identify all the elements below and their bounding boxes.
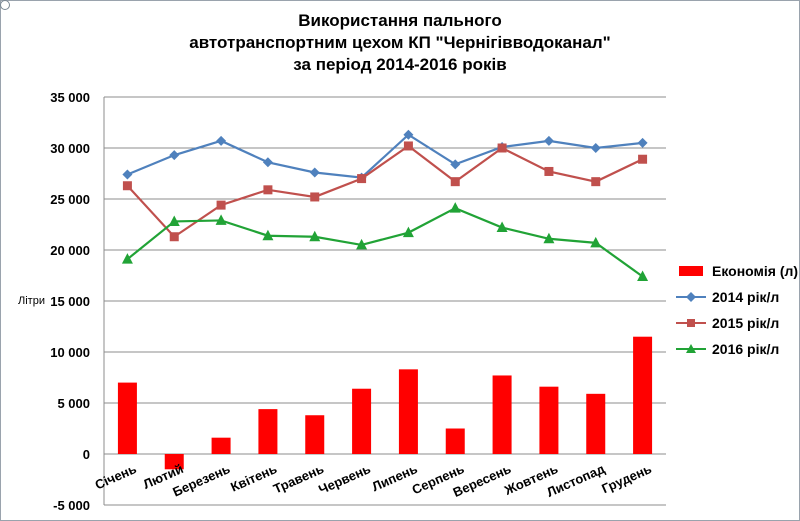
y-tick-label: 5 000 (57, 396, 90, 411)
bar (633, 336, 653, 454)
legend-item-2014: 2014 рік/л (676, 284, 798, 310)
data-point (121, 253, 133, 264)
data-point (122, 181, 132, 191)
data-point (450, 159, 461, 170)
bar (164, 454, 184, 470)
legend-swatch-square-icon (676, 316, 706, 330)
chart-title-line-1: Використання пального (298, 11, 502, 30)
bar (352, 388, 372, 454)
legend-item-2016: 2016 рік/л (676, 336, 798, 362)
data-point (403, 129, 414, 140)
legend-item-savings: Економія (л) (676, 258, 798, 284)
x-tick-label: Січень (93, 461, 139, 492)
data-point (309, 230, 321, 242)
legend-label: 2014 рік/л (712, 289, 780, 305)
data-point (262, 157, 273, 168)
series-line (126, 206, 644, 278)
resize-handle-icon (0, 0, 10, 10)
data-point (497, 143, 507, 153)
chart-title: Використання пального автотранспортним ц… (150, 10, 650, 76)
y-tick-label: -5 000 (53, 498, 90, 513)
bar (445, 428, 465, 454)
data-point (638, 154, 648, 164)
x-tick-label: Червень (316, 461, 373, 497)
bar (117, 382, 137, 454)
data-point (263, 185, 273, 195)
series-line (126, 133, 643, 179)
y-tick-label: 30 000 (50, 141, 90, 156)
data-point (169, 150, 180, 161)
legend-label: 2016 рік/л (712, 341, 780, 357)
legend-item-2015: 2015 рік/л (676, 310, 798, 336)
y-tick-label: 20 000 (50, 243, 90, 258)
data-point (591, 177, 601, 187)
bar (305, 415, 325, 454)
data-point (590, 236, 602, 248)
data-point (216, 135, 227, 146)
legend: Економія (л) 2014 рік/л 2015 рік/л 2016 … (676, 258, 798, 362)
y-tick-label: 15 000 (50, 294, 90, 309)
legend-label: 2015 рік/л (712, 315, 780, 331)
bar (258, 409, 278, 454)
data-point (637, 270, 649, 282)
data-point (262, 229, 274, 241)
legend-swatch-diamond-icon (676, 290, 706, 304)
legend-swatch-triangle-icon (676, 342, 706, 356)
data-point (449, 202, 461, 213)
y-tick-label: 35 000 (50, 90, 90, 105)
x-tick-label: Грудень (599, 461, 653, 496)
series-line (126, 144, 644, 239)
legend-swatch-bar-icon (676, 264, 706, 278)
legend-label: Економія (л) (712, 263, 799, 279)
y-axis-label: Літри (18, 295, 45, 307)
bar (211, 437, 231, 454)
bar (398, 369, 418, 454)
data-point (168, 215, 180, 226)
data-point (309, 167, 320, 178)
data-point (357, 174, 367, 184)
data-point (544, 166, 554, 176)
data-point (356, 238, 368, 250)
data-point (543, 232, 555, 244)
data-point (215, 214, 227, 225)
data-point (169, 232, 179, 242)
data-point (590, 143, 601, 153)
bar (539, 386, 559, 454)
data-point (310, 192, 320, 202)
data-point (496, 221, 508, 233)
data-point (543, 135, 554, 146)
data-point (402, 226, 414, 238)
data-point (403, 141, 413, 151)
x-tick-label: Травень (271, 461, 326, 496)
data-point (216, 200, 226, 210)
bar (492, 375, 512, 454)
bar (586, 393, 606, 454)
x-tick-label: Квітень (228, 461, 279, 495)
chart-title-line-3: за період 2014-2016 років (293, 55, 507, 74)
data-point (450, 177, 460, 187)
data-point (637, 137, 648, 148)
y-tick-label: 0 (83, 447, 90, 462)
data-point (122, 169, 133, 180)
chart-title-line-2: автотранспортним цехом КП "Чернігівводок… (189, 33, 611, 52)
y-tick-label: 25 000 (50, 192, 90, 207)
y-tick-label: 10 000 (50, 345, 90, 360)
